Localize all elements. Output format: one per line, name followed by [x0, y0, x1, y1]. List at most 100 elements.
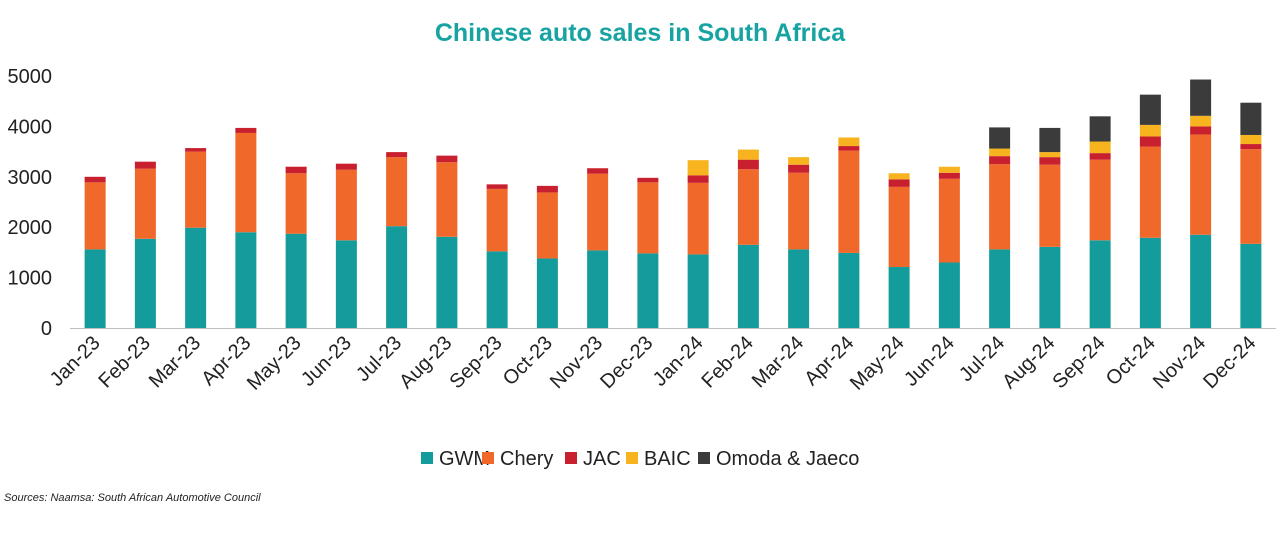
bar-segment-chery — [386, 157, 408, 227]
bar-stack — [134, 161, 156, 328]
bar-segment-gwm — [436, 236, 458, 328]
bar-segment-chery — [235, 132, 257, 233]
y-tick-label: 4000 — [8, 116, 53, 138]
bar-segment-jac — [536, 185, 558, 193]
bar-stack — [436, 155, 458, 328]
x-tick-label: Jun-24 — [900, 332, 959, 391]
bar-segment-jac — [1190, 126, 1212, 135]
bar-segment-jac — [737, 159, 759, 170]
bar-segment-gwm — [737, 244, 759, 328]
bar-segment-jac — [1139, 136, 1161, 147]
bar-segment-gwm — [1139, 237, 1161, 328]
bar-segment-chery — [637, 182, 659, 254]
bar-segment-baic — [938, 166, 960, 173]
x-tick-label: Dec-23 — [596, 332, 657, 393]
x-tick-label: May-24 — [846, 332, 909, 395]
bar-segment-omoda-jaeco — [1190, 79, 1212, 116]
bar-segment-jac — [788, 164, 810, 173]
bar-segment-gwm — [989, 249, 1011, 328]
legend-swatch — [565, 452, 577, 464]
bar-segment-gwm — [1089, 240, 1111, 328]
bar-segment-chery — [989, 164, 1011, 250]
bar-segment-chery — [436, 162, 458, 237]
bar-segment-chery — [938, 178, 960, 263]
bar-segment-gwm — [84, 249, 106, 328]
bar-segment-jac — [637, 177, 659, 183]
x-tick-label: Jan-23 — [46, 332, 105, 391]
y-tick-label: 0 — [41, 318, 52, 340]
bar-segment-gwm — [938, 262, 960, 328]
x-tick-label: Nov-24 — [1149, 332, 1210, 393]
bar-segment-chery — [888, 186, 910, 268]
bar-segment-gwm — [536, 258, 558, 328]
bar-segment-jac — [436, 155, 458, 163]
legend-swatch — [626, 452, 638, 464]
legend-label: Chery — [500, 448, 553, 470]
bar-segment-jac — [938, 172, 960, 179]
bar-segment-jac — [285, 166, 307, 174]
bar-stack — [536, 185, 558, 328]
bar-segment-chery — [1190, 134, 1212, 235]
bar-stack — [687, 160, 709, 328]
bar-segment-jac — [335, 163, 357, 170]
bar-segment-gwm — [335, 240, 357, 328]
x-tick-label: Nov-23 — [546, 332, 607, 393]
bar-segment-chery — [486, 188, 508, 252]
bar-segment-gwm — [134, 238, 156, 328]
bar-segment-gwm — [1240, 243, 1262, 328]
bar-segment-gwm — [587, 250, 609, 328]
bar-segment-gwm — [285, 233, 307, 328]
bar-stack — [84, 176, 106, 328]
bar-segment-baic — [1089, 141, 1111, 154]
bar-stack — [989, 127, 1011, 328]
bar-segment-gwm — [185, 227, 207, 328]
bar-segment-baic — [1240, 134, 1262, 145]
legend: GWM Chery JAC BAIC Omoda & Jaeco — [421, 448, 859, 470]
bar-segment-gwm — [687, 254, 709, 328]
bar-segment-jac — [486, 184, 508, 189]
y-tick-label: 5000 — [8, 66, 53, 88]
x-tick-label: Aug-24 — [998, 332, 1059, 393]
bar-segment-baic — [989, 148, 1011, 157]
bar-segment-gwm — [235, 232, 257, 328]
bar-stack — [1039, 127, 1061, 328]
bar-segment-gwm — [838, 252, 860, 328]
bar-segment-omoda-jaeco — [989, 127, 1011, 149]
bar-stack — [1139, 94, 1161, 328]
bar-segment-gwm — [486, 251, 508, 328]
bar-segment-jac — [386, 152, 408, 158]
bar-stack — [285, 166, 307, 328]
bar-segment-baic — [838, 137, 860, 147]
bar-stack — [938, 166, 960, 328]
legend-label: Omoda & Jaeco — [716, 448, 859, 470]
bar-segment-jac — [989, 156, 1011, 165]
bar-segment-baic — [788, 157, 810, 165]
x-tick-label: Feb-23 — [95, 332, 155, 392]
bar-segment-jac — [687, 175, 709, 183]
bar-stack — [737, 149, 759, 328]
legend-label: GWM — [439, 448, 490, 470]
bar-stack — [335, 163, 357, 328]
bar-segment-gwm — [1039, 246, 1061, 328]
bar-stack — [1190, 79, 1212, 328]
bar-stack — [486, 184, 508, 328]
bar-segment-chery — [84, 182, 106, 250]
bar-segment-jac — [185, 148, 207, 152]
bar-segment-omoda-jaeco — [1240, 102, 1262, 135]
source-note: Sources: Naamsa: South African Automotiv… — [4, 492, 261, 504]
legend-swatch — [698, 452, 710, 464]
chart-title: Chinese auto sales in South Africa — [435, 19, 846, 47]
y-tick-label: 2000 — [8, 217, 53, 239]
bar-segment-baic — [888, 173, 910, 180]
bar-stack — [185, 148, 207, 328]
x-tick-label: Jan-24 — [649, 332, 708, 391]
bar-segment-gwm — [888, 267, 910, 328]
bar-segment-gwm — [1190, 234, 1212, 328]
x-tick-label: Oct-23 — [499, 332, 557, 390]
x-tick-label: Sep-24 — [1048, 332, 1109, 393]
bar-segment-chery — [1240, 149, 1262, 244]
bar-segment-chery — [285, 173, 307, 234]
plot-area — [84, 79, 1262, 328]
bar-segment-chery — [185, 151, 207, 228]
y-tick-label: 3000 — [8, 167, 53, 189]
